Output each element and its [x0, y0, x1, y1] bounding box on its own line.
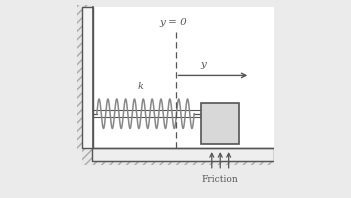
- Text: k: k: [138, 82, 144, 91]
- Text: Friction: Friction: [202, 175, 239, 184]
- Bar: [201, 103, 239, 144]
- Bar: [82, 148, 274, 165]
- Text: y: y: [200, 60, 206, 69]
- Bar: [93, 7, 274, 148]
- Bar: [92, 148, 274, 161]
- Text: y = 0: y = 0: [160, 18, 187, 27]
- Bar: [77, 5, 93, 150]
- Bar: [82, 7, 93, 148]
- Text: m: m: [215, 119, 225, 129]
